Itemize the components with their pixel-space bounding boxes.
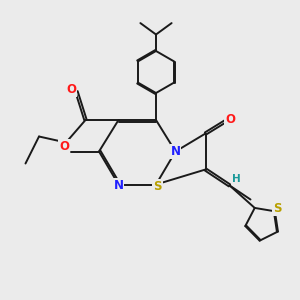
Text: S: S bbox=[153, 179, 162, 193]
Text: S: S bbox=[273, 202, 281, 215]
Text: N: N bbox=[170, 145, 181, 158]
Text: H: H bbox=[232, 174, 241, 184]
Text: O: O bbox=[225, 113, 235, 126]
Text: N: N bbox=[113, 178, 124, 192]
Text: O: O bbox=[59, 140, 69, 153]
Text: O: O bbox=[66, 82, 76, 96]
